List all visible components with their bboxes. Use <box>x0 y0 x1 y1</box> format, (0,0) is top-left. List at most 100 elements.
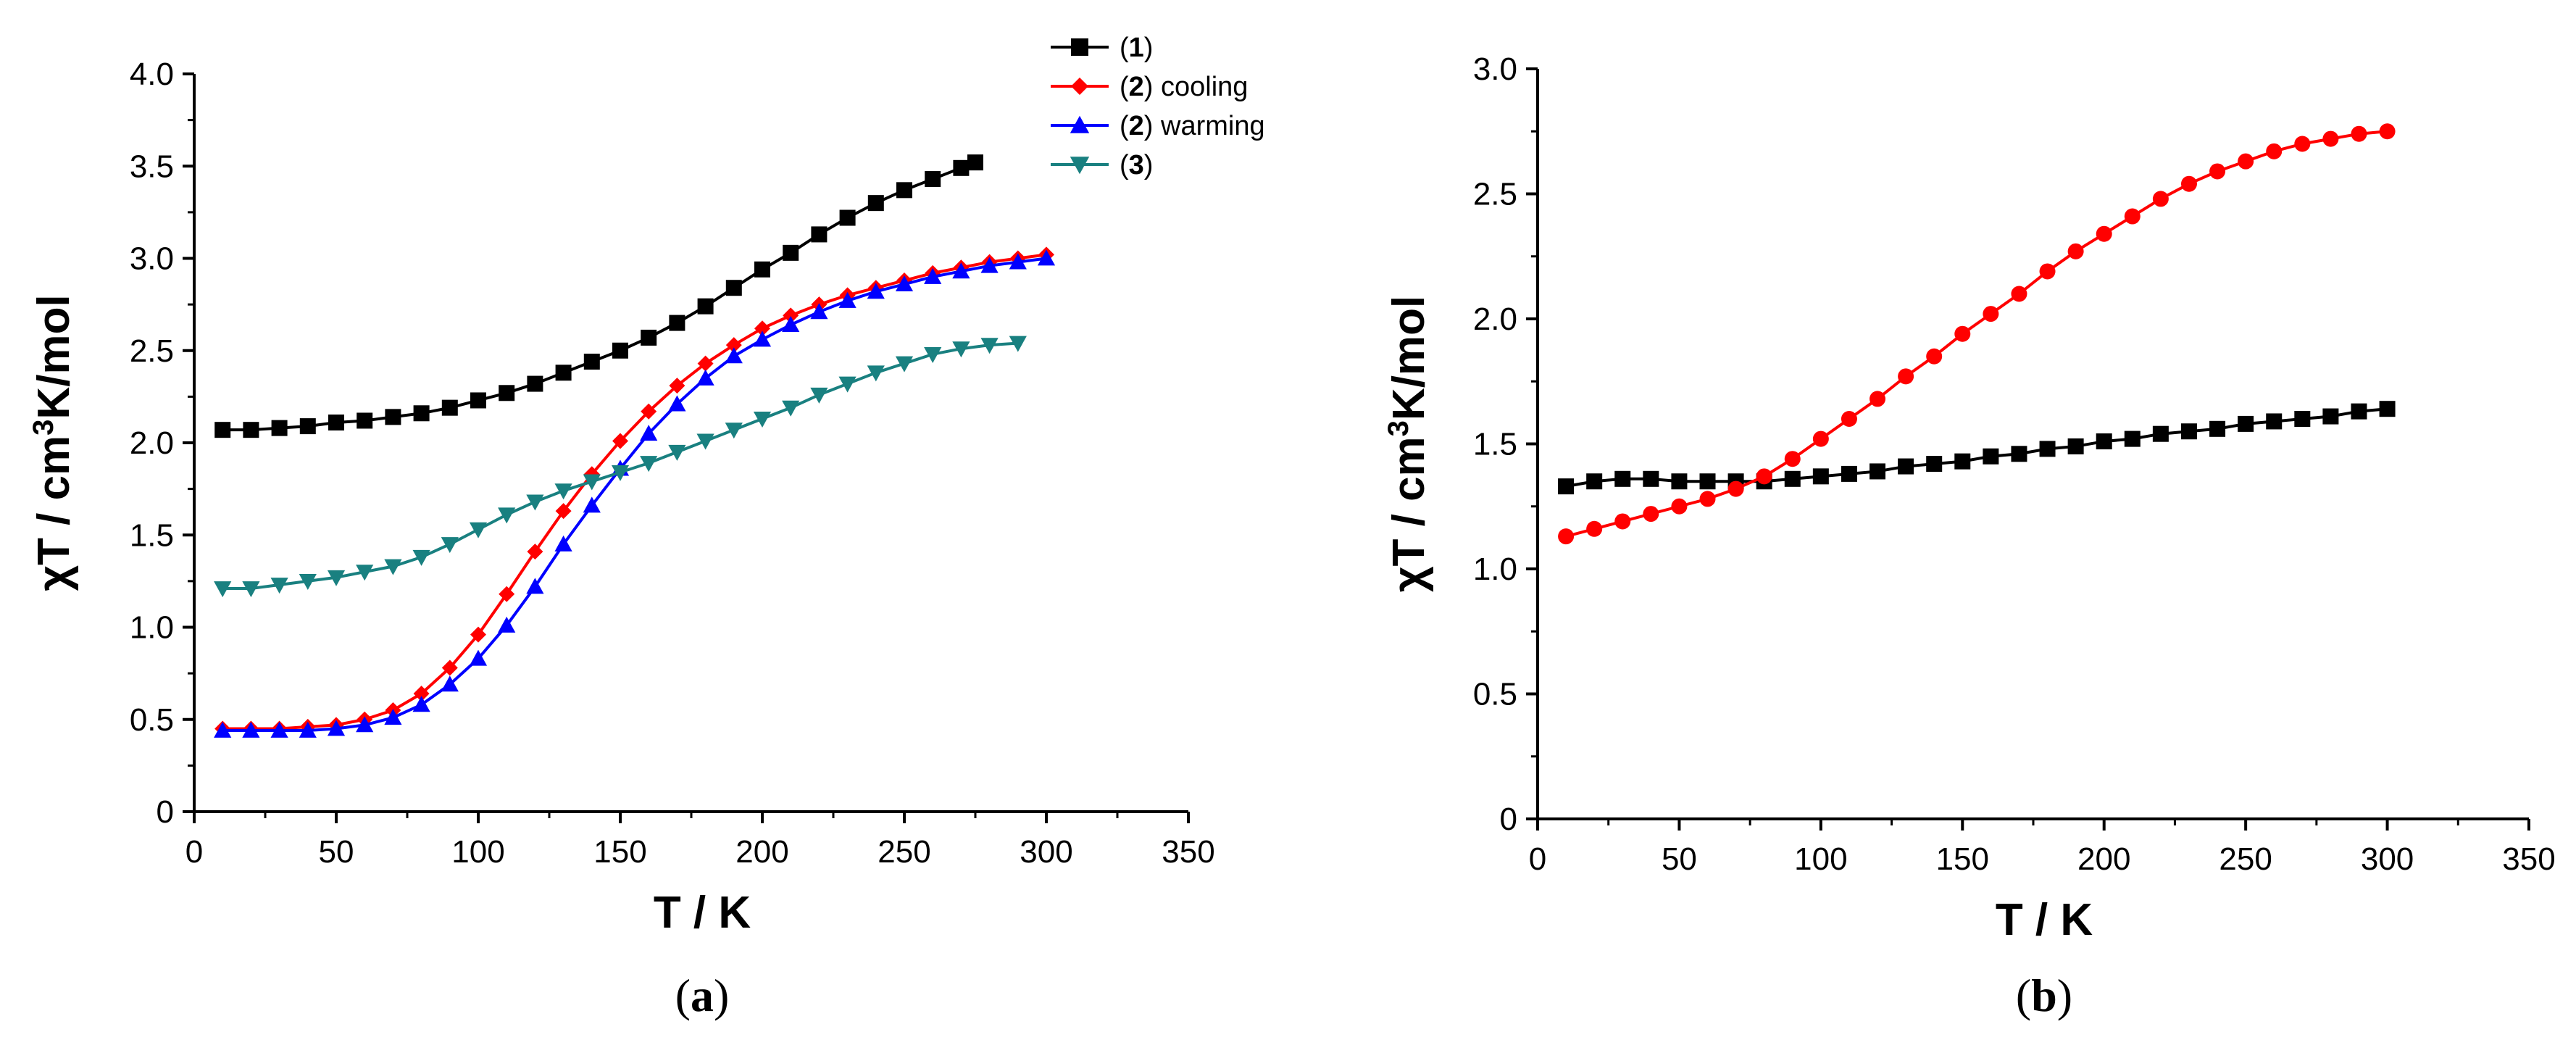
data-point <box>1643 470 1659 487</box>
data-point <box>725 423 743 439</box>
data-point <box>1671 473 1688 490</box>
data-point <box>299 721 317 738</box>
data-point <box>412 696 430 712</box>
series-1 <box>214 246 1054 737</box>
data-point <box>2067 243 2084 259</box>
panel-b: 0 50 100 150 200 250 300 350 0 0.5 1.0 1.5 2.0 2.5 3.0… <box>1383 51 2556 1021</box>
data-point <box>640 456 658 473</box>
data-point <box>299 573 317 590</box>
data-point <box>2209 163 2226 180</box>
data-point <box>754 320 770 337</box>
data-point <box>2039 441 2056 457</box>
series-line <box>1565 130 2388 538</box>
data-point <box>469 522 488 538</box>
data-point <box>555 365 572 381</box>
data-point <box>469 649 488 666</box>
y-tick-label: 2.5 <box>130 333 174 369</box>
data-point <box>925 171 941 188</box>
data-point <box>242 721 260 738</box>
data-point <box>2096 225 2112 242</box>
data-point <box>2152 191 2169 207</box>
data-point <box>754 261 770 278</box>
panel-a: 0 50 100 150 200 250 300 350 0 0.5 1.0 1.5 2.0 2.5 3.0… <box>28 33 1265 1021</box>
data-point <box>2351 125 2367 142</box>
data-point <box>1983 306 1999 322</box>
data-point <box>696 433 714 450</box>
x-tick-label: 200 <box>735 834 788 870</box>
y-tick-label: 2.0 <box>130 425 174 461</box>
data-point <box>470 392 486 409</box>
data-point <box>1699 473 1716 490</box>
data-point <box>1983 448 1999 465</box>
data-point <box>270 578 288 594</box>
data-point <box>924 267 942 284</box>
x-tick-label: 150 <box>593 834 646 870</box>
data-point <box>555 503 572 520</box>
panel-label: (a) <box>675 970 730 1021</box>
x-tick-label: 250 <box>878 834 930 870</box>
data-point <box>214 581 232 598</box>
legend-marker <box>1071 78 1088 95</box>
y-axis-title: χT / cm3K/mol <box>28 294 79 591</box>
y-tick-label: 1.5 <box>1473 427 1517 462</box>
data-point <box>498 616 516 633</box>
x-tick-label: 100 <box>1794 841 1847 877</box>
data-point <box>2351 403 2367 420</box>
x-tick-label: 0 <box>1529 841 1546 877</box>
data-point <box>810 387 828 404</box>
y-tick-label: 0.5 <box>1473 677 1517 712</box>
data-point <box>583 474 601 491</box>
data-point <box>2266 143 2283 159</box>
x-tick-label: 350 <box>2502 841 2555 877</box>
data-point <box>867 365 885 382</box>
data-point <box>214 721 232 738</box>
data-point <box>1926 348 1943 365</box>
data-point <box>2124 430 2141 447</box>
series-line <box>222 253 1047 731</box>
data-point <box>867 283 885 299</box>
data-point <box>1586 473 1603 490</box>
data-point <box>611 465 630 481</box>
data-point <box>697 355 714 372</box>
data-point <box>441 659 458 676</box>
data-point <box>1699 491 1716 507</box>
x-tick-label: 150 <box>1936 841 1989 877</box>
data-point <box>839 209 856 226</box>
data-point <box>583 354 600 370</box>
data-point <box>1558 478 1575 495</box>
x-tick-label: 250 <box>2219 841 2272 877</box>
x-tick-label: 300 <box>2361 841 2414 877</box>
x-tick-label: 200 <box>2077 841 2130 877</box>
data-point <box>214 422 231 438</box>
data-point <box>641 329 657 346</box>
y-tick-label: 2.0 <box>1473 301 1517 337</box>
data-point <box>1954 325 1971 342</box>
data-point <box>1727 480 1744 497</box>
data-point <box>980 257 999 273</box>
data-point <box>243 422 259 438</box>
series-0 <box>214 154 983 438</box>
data-point <box>967 154 983 171</box>
data-point <box>896 182 912 199</box>
data-point <box>2180 423 2197 440</box>
legend-marker <box>1070 115 1090 133</box>
series-line <box>1565 407 2388 488</box>
series-3 <box>214 336 1027 598</box>
data-point <box>527 544 543 560</box>
data-point <box>1812 468 1829 485</box>
legend-label: (3) <box>1120 150 1153 180</box>
data-point <box>924 346 942 363</box>
legend-label: (1) <box>1120 33 1153 63</box>
data-point <box>2039 263 2056 280</box>
x-tick-label: 300 <box>1020 834 1072 870</box>
x-tick-label: 0 <box>186 834 203 870</box>
legend-marker <box>1071 38 1088 56</box>
data-point <box>2379 123 2396 140</box>
data-point <box>838 376 856 393</box>
data-point <box>385 409 401 425</box>
data-point <box>669 315 685 331</box>
data-point <box>811 226 828 243</box>
data-point <box>583 496 601 513</box>
series-1 <box>1558 123 2396 545</box>
data-point <box>441 537 459 554</box>
